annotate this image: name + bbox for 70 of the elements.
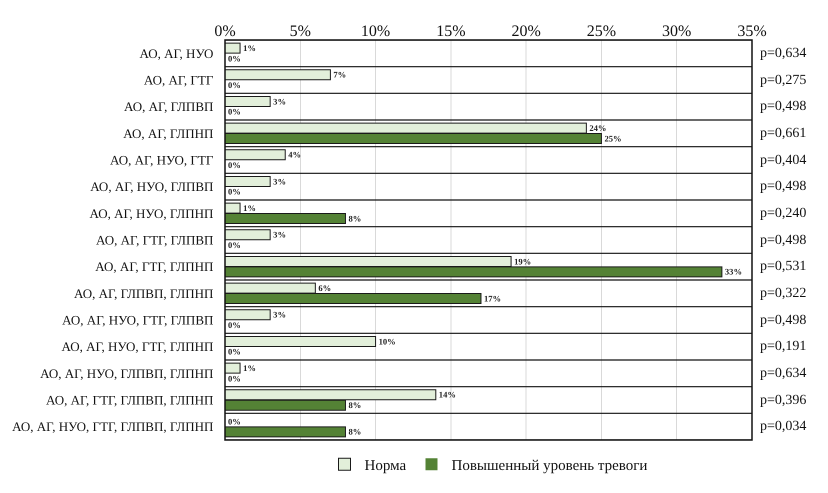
legend-label: Повышенный уровень тревоги — [451, 458, 648, 474]
y-tick-label: АО, АГ, ГЛПВП, ГЛПНП — [74, 286, 214, 301]
legend-label: Норма — [364, 458, 406, 474]
data-label: 8% — [348, 426, 362, 437]
y-tick-label: АО, АГ, ГТГ, ГЛПНП — [95, 259, 214, 274]
x-tick-label: 30% — [662, 22, 692, 40]
y-tick-label: АО, АГ, ГТГ, ГЛПВП — [96, 232, 214, 248]
text: p=0,322 — [760, 286, 806, 301]
y-tick-label: АО, АГ, НУО, ГЛПНП — [89, 206, 214, 221]
x-tick-label: 15% — [436, 22, 466, 40]
data-label: 0% — [228, 106, 241, 117]
x-tick-label: 35% — [737, 22, 767, 40]
text: p=0,275 — [760, 73, 806, 88]
data-label: 7% — [333, 70, 346, 80]
text: p=0,498 — [760, 233, 806, 248]
y-tick-label: АО, АГ, ГТГ — [144, 72, 214, 88]
data-label: 17% — [484, 293, 502, 304]
text: p=0,240 — [760, 206, 806, 221]
y-tick-label: АО, АГ, ГЛПВП — [124, 99, 214, 114]
data-label: 0% — [228, 53, 241, 64]
text: p=0,498 — [760, 179, 806, 194]
y-tick-label: АО, АГ, ГЛПНП — [123, 126, 214, 141]
text: p=0,034 — [760, 419, 806, 434]
text: p=0,531 — [760, 259, 806, 274]
data-label: 33% — [724, 266, 742, 277]
data-label: 0% — [228, 416, 241, 426]
x-tick-label: 0% — [214, 22, 236, 40]
data-label: 8% — [348, 400, 362, 410]
data-label: 14% — [438, 390, 456, 400]
data-label: 0% — [228, 346, 241, 357]
data-label: 24% — [589, 122, 606, 133]
text: p=0,191 — [760, 339, 806, 354]
x-tick-label: 10% — [360, 22, 390, 40]
data-label: 0% — [228, 186, 241, 197]
y-tick-label: АО, АГ, НУО, ГТГ, ГЛПВП, ГЛПНП — [12, 419, 214, 434]
y-tick-label: АО, АГ, НУО, ГТГ, ГЛПНП — [61, 339, 214, 354]
text: p=0,498 — [760, 313, 806, 328]
data-label: 0% — [228, 373, 241, 384]
data-label: 19% — [514, 256, 532, 266]
y-tick-label: АО, АГ, ГТГ, ГЛПВП, ГЛПНП — [46, 392, 214, 408]
data-label: 1% — [243, 42, 256, 53]
data-label: 3% — [273, 176, 286, 186]
y-tick-label: АО, АГ, НУО — [139, 46, 214, 61]
text: p=0,404 — [760, 153, 806, 168]
x-tick-label: 25% — [586, 22, 616, 40]
text: p=0,634 — [760, 366, 806, 381]
data-label: 25% — [604, 133, 622, 144]
x-tick-label: 20% — [511, 22, 541, 40]
data-label: 10% — [378, 336, 396, 346]
data-label: 0% — [228, 320, 241, 330]
x-tick-label: 5% — [290, 22, 311, 40]
data-label: 1% — [243, 202, 256, 213]
data-label: 8% — [348, 213, 362, 224]
data-label: 6% — [318, 282, 332, 293]
data-label: 0% — [228, 160, 241, 170]
text: p=0,396 — [760, 393, 806, 408]
text: p=0,498 — [760, 99, 806, 114]
data-label: 1% — [243, 362, 256, 373]
data-label: 0% — [228, 240, 241, 250]
data-label: 3% — [273, 310, 286, 320]
data-label: 3% — [273, 96, 286, 106]
text: p=0,661 — [760, 126, 806, 141]
y-tick-label: АО, АГ, НУО, ГТГ — [110, 152, 214, 168]
data-label: 3% — [273, 230, 286, 240]
y-tick-label: АО, АГ, НУО, ГЛПВП — [90, 179, 214, 194]
y-tick-label: АО, АГ, НУО, ГЛПВП, ГЛПНП — [40, 366, 214, 381]
text: p=0,634 — [760, 46, 806, 61]
data-label: 4% — [288, 150, 302, 160]
y-tick-label: АО, АГ, НУО, ГТГ, ГЛПВП — [62, 312, 214, 328]
data-label: 0% — [228, 80, 241, 90]
